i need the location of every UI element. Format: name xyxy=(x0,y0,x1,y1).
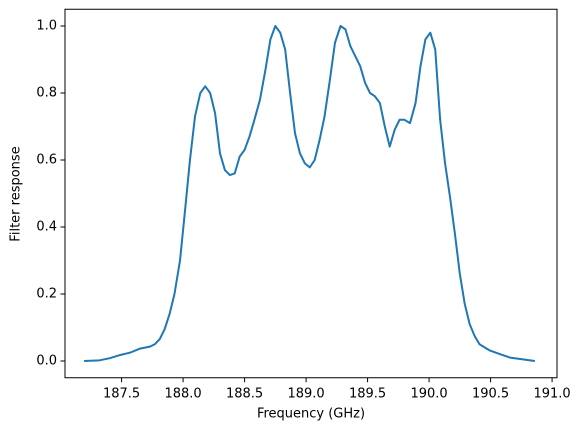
x-tick-label: 190.0 xyxy=(410,386,447,401)
x-axis-label: Frequency (GHz) xyxy=(257,407,365,422)
y-tick-label: 0.8 xyxy=(36,86,57,101)
x-tick-label: 191.0 xyxy=(533,386,570,401)
axes-frame xyxy=(64,8,558,379)
x-tick-label: 189.5 xyxy=(349,386,386,401)
x-tick-label: 188.5 xyxy=(226,386,263,401)
x-tick-label: 190.5 xyxy=(472,386,509,401)
x-tick-label: 189.0 xyxy=(287,386,324,401)
y-axis-label: Filter response xyxy=(9,146,24,241)
y-tick-label: 0.6 xyxy=(36,153,57,168)
y-tick-label: 0.4 xyxy=(36,220,57,235)
data-line xyxy=(84,25,535,362)
y-tick-label: 0.0 xyxy=(36,354,57,369)
x-tick-label: 188.0 xyxy=(164,386,201,401)
y-tick-label: 1.0 xyxy=(36,19,57,34)
x-tick-label: 187.5 xyxy=(103,386,140,401)
y-tick-label: 0.2 xyxy=(36,287,57,302)
